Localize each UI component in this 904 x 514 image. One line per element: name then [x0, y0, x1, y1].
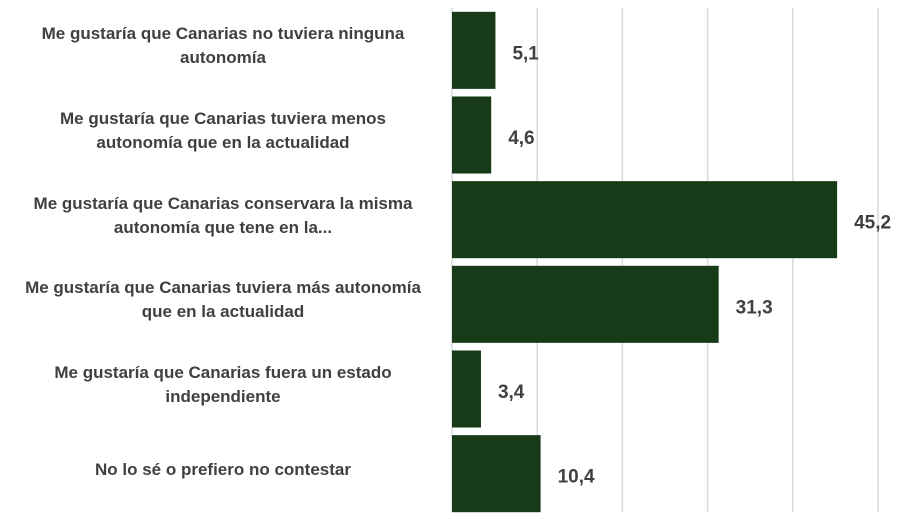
bar [452, 350, 481, 428]
category-label: Me gustaría que Canarias tuviera menos a… [60, 109, 386, 152]
category-label: Me gustaría que Canarias tuviera más aut… [25, 278, 421, 322]
category-label: Me gustaría que Canarias no tuviera ning… [41, 24, 405, 68]
data-label: 45,2 [854, 213, 891, 234]
category-label: Me gustaría que Canarias conservara la m… [33, 193, 413, 237]
bar [452, 96, 492, 174]
data-label: 5,1 [512, 43, 539, 64]
data-label: 10,4 [558, 467, 595, 488]
bar [452, 11, 496, 89]
data-label: 31,3 [736, 297, 773, 318]
data-label: 3,4 [498, 382, 525, 403]
data-label: 4,6 [508, 128, 534, 149]
bar [452, 181, 838, 259]
category-label: No lo sé o prefiero no contestar [95, 459, 351, 479]
category-label: Me gustaría que Canarias fuera un estado… [54, 363, 392, 406]
bar [452, 435, 541, 513]
bar [452, 265, 719, 343]
